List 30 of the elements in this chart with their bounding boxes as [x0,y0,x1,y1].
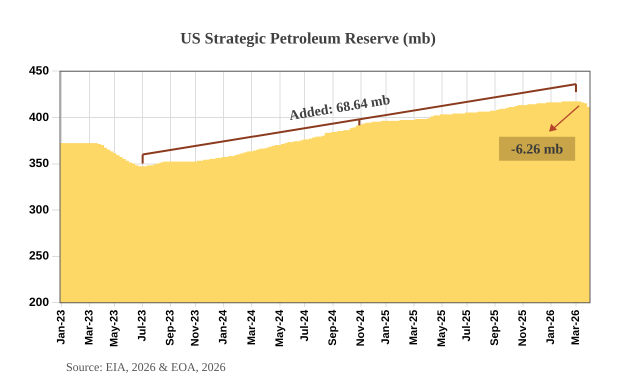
x-tick-label: Nov-25 [517,310,530,346]
y-tick-label: 350 [28,156,50,170]
x-tick-label: Jan-24 [218,308,230,345]
x-tick-label: Jul-25 [460,310,473,342]
chart-title: US Strategic Petroleum Reserve (mb) [180,30,436,48]
x-tick-label: Nov-24 [354,308,367,346]
y-tick-label: 200 [28,295,50,310]
x-tick-label: Jul-24 [298,308,311,342]
annotation: Added: 68.64 mb [288,92,392,124]
y-tick-label: 250 [28,248,50,263]
x-tick-label: Nov-23 [190,310,202,346]
annotation: -6.26 mb [511,142,564,158]
x-tick-label: Mar-26 [570,310,582,346]
y-tick-label: 300 [28,202,50,216]
x-tick-label: Mar-24 [246,308,258,346]
x-tick-label: Jan-25 [380,310,392,345]
x-tick-label: Sep-25 [488,310,501,346]
x-tick-label: May-24 [274,308,286,347]
x-tick-label: Jan-26 [545,310,558,345]
x-tick-label: May-25 [436,310,448,347]
x-tick-label: Mar-25 [408,310,420,346]
source-note: Source: EIA, 2026 & EOA, 2026 [66,360,226,374]
x-tick-label: Sep-24 [326,308,339,346]
x-tick-label: Sep-23 [164,310,177,346]
x-tick-label: May-23 [108,310,121,347]
x-tick-label: Jul-23 [136,310,149,342]
y-tick-label: 450 [28,64,50,78]
x-tick-label: Mar-23 [84,310,96,346]
y-tick-label: 400 [28,110,50,124]
x-tick-label: Jan-23 [56,310,68,345]
